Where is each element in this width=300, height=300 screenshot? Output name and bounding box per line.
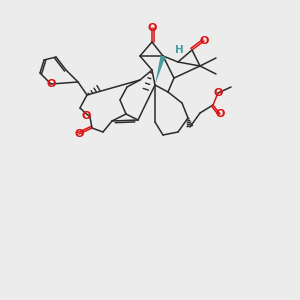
Text: O: O	[46, 79, 56, 89]
Text: O: O	[199, 36, 209, 46]
Text: O: O	[215, 109, 225, 119]
Text: H: H	[175, 45, 184, 55]
Text: O: O	[147, 23, 157, 33]
Text: O: O	[74, 129, 84, 139]
Text: O: O	[213, 88, 223, 98]
Polygon shape	[155, 55, 165, 85]
Text: O: O	[81, 111, 91, 121]
